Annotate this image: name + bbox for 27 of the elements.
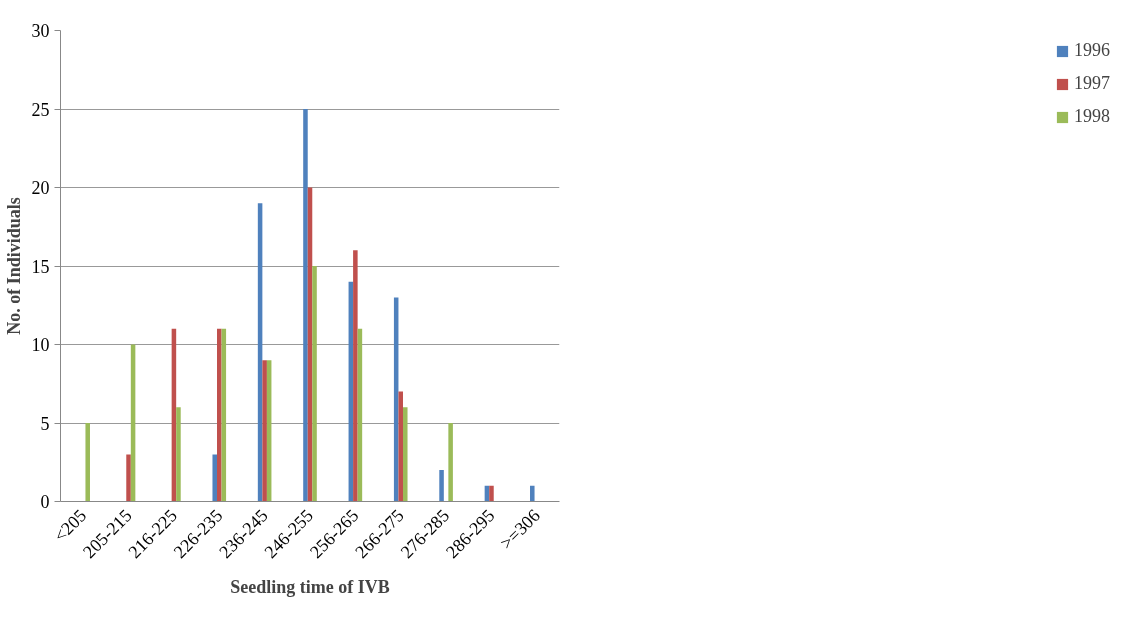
bar [217,328,222,502]
y-tick-label: 5 [40,413,50,434]
y-tick-label: 10 [31,335,50,355]
bar [262,360,267,502]
bar [439,470,444,502]
bar [126,454,131,502]
bar [212,454,217,502]
legend-label: 1996 [1074,40,1110,61]
bar [448,423,453,502]
legend-label: 1997 [1074,73,1110,94]
bar [353,250,358,502]
y-tick-label: 15 [31,256,50,277]
bar [303,109,308,502]
y-tick-label: 0 [40,492,50,512]
bar [489,485,494,502]
y-tick-label: 30 [31,21,50,41]
y-axis-title: No. of Individuals [3,197,24,335]
bar [312,266,317,502]
legend-label: 1998 [1074,106,1110,127]
y-tick-label: 25 [31,99,50,120]
bar [85,423,90,502]
bar [530,485,535,502]
bar [176,407,181,502]
bar [398,391,403,502]
y-tick-label: 20 [31,178,50,198]
x-axis-title: Seedling time of IVB [230,577,390,598]
bar [403,407,408,502]
